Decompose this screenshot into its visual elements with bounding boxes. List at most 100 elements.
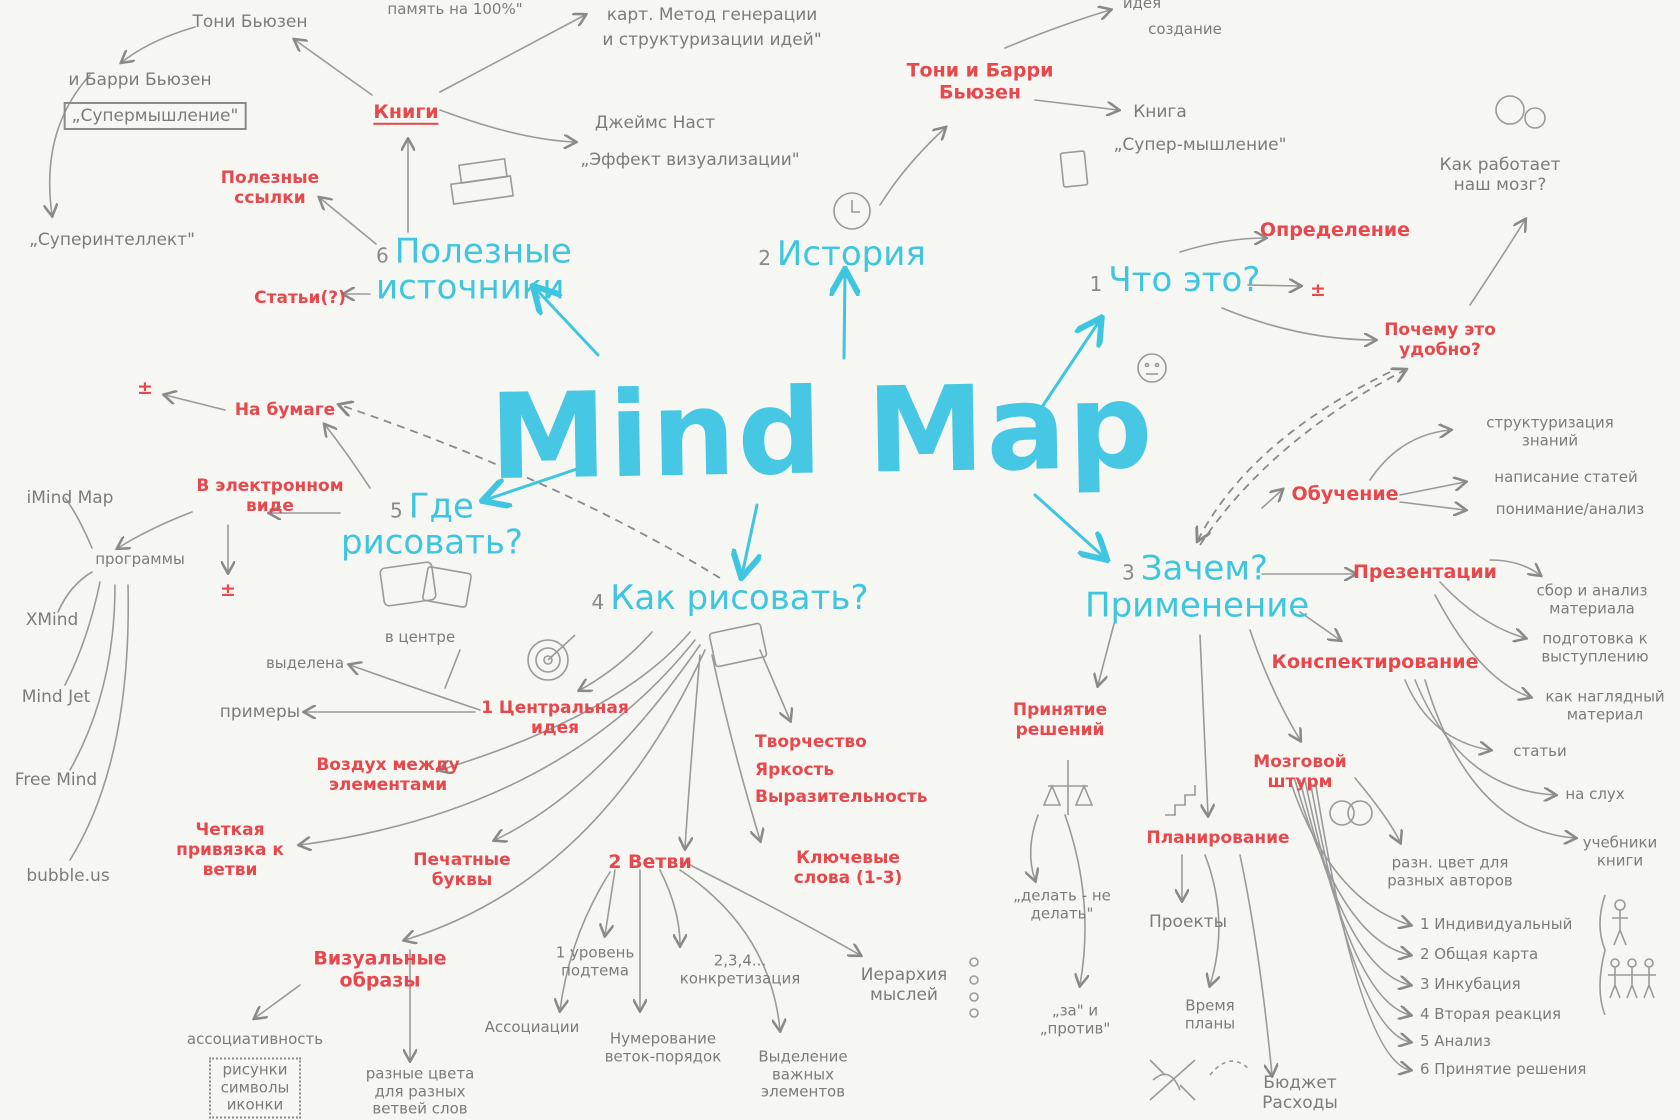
node-kart-method-2: и структуризации идей" (602, 29, 822, 50)
node-superintellect: „Суперинтеллект" (29, 229, 195, 250)
node-pictures-box: рисунки символы иконки (209, 1057, 301, 1119)
node-book: Книга (1133, 101, 1187, 122)
node-level234: 2,3,4... конкретизация (679, 951, 801, 987)
branch-how-header: 4 Как рисовать? (592, 578, 869, 618)
app-item: Mind Jet (21, 686, 91, 707)
branch-sources-header: 6 Полезные источники (376, 234, 596, 305)
pres-item: как наглядный материал (1545, 687, 1665, 723)
brainstorm-step: 1 Индивидуальный (1420, 915, 1573, 934)
node-barry-buzan: и Барри Бьюзен (68, 69, 212, 90)
brainstorm-step: 4 Вторая реакция (1420, 1005, 1562, 1024)
summ-item: статьи (1513, 742, 1567, 761)
node-authors: Тони и Барри Бьюзен (906, 59, 1054, 104)
app-item: bubble.us (26, 865, 110, 886)
learn-item: написание статей (1494, 468, 1638, 487)
node-electronic: В электронном виде (196, 475, 344, 516)
node-keywords: Ключевые слова (1-3) (793, 847, 903, 888)
brainstorm-step: 5 Анализ (1420, 1032, 1491, 1051)
node-hierarchy: Иерархия мыслей (860, 964, 948, 1005)
node-examples: примеры (219, 701, 301, 722)
node-visual-images: Визуальные образы (313, 947, 447, 992)
branch-number: 3 (1121, 560, 1135, 585)
node-memory: память на 100%" (387, 0, 523, 19)
node-highlighted: выделена (265, 654, 345, 673)
node-plusminus: ± (1310, 278, 1326, 301)
branch-how-title: Как рисовать? (610, 577, 869, 618)
node-why-convenient: Почему это удобно? (1384, 319, 1496, 360)
node-on-paper: На бумаге (234, 399, 336, 420)
branch-where-title: Где рисовать? (341, 486, 523, 562)
node-level1: 1 уровень подтема (555, 943, 635, 979)
branch-number: 1 (1089, 271, 1103, 296)
branch-history-header: 2 История (758, 234, 926, 274)
node-plusminus-paper: ± (137, 376, 153, 399)
summ-item: на слух (1565, 785, 1625, 804)
node-visualization-effect: „Эффект визуализации" (580, 149, 800, 170)
node-in-center: в центре (384, 628, 456, 647)
node-brightness: Яркость (755, 759, 835, 780)
pres-item: сбор и анализ материала (1536, 581, 1648, 617)
node-association: ассоциативность (186, 1030, 324, 1049)
node-do-not-do: „делать - не делать" (1013, 886, 1111, 922)
app-item: XMind (25, 609, 79, 630)
app-item: Free Mind (14, 769, 98, 790)
branch-number: 5 (390, 498, 403, 523)
node-associations: Ассоциации (484, 1018, 580, 1037)
node-articles: Статьи(?) (254, 287, 346, 308)
node-kart-method-1: карт. Метод генерации (606, 4, 818, 25)
node-learning: Обучение (1291, 482, 1399, 505)
node-books: Книги (373, 100, 439, 125)
node-time: Время планы (1184, 996, 1236, 1032)
brainstorm-step: 3 Инкубация (1420, 975, 1521, 994)
node-decisions: Принятие решений (1012, 699, 1108, 740)
node-how-brain-works: Как работает наш мозг? (1439, 154, 1561, 195)
branch-number: 2 (758, 245, 771, 270)
node-numbering: Нумерование веток-порядок (604, 1029, 722, 1065)
learn-item: структуризация знаний (1486, 413, 1614, 449)
node-pros-cons: „за" и „против" (1039, 1001, 1111, 1037)
branch-number: 4 (591, 589, 605, 614)
app-item: iMind Map (26, 487, 114, 508)
node-supermind-box: „Супермышление" (63, 101, 247, 130)
node-idea: идея (1122, 0, 1162, 13)
node-useful-links: Полезные ссылки (220, 167, 320, 208)
branch-where-header: 5 Где рисовать? (337, 489, 527, 560)
brainstorm-step: 2 Общая карта (1420, 945, 1539, 964)
node-planning: Планирование (1146, 827, 1290, 848)
branch-what-header: 1 Что это? (1090, 260, 1261, 300)
central-topic: Mind Map (488, 356, 1156, 507)
node-summarizing: Конспектирование (1271, 650, 1479, 673)
node-tony-buzan: Тони Бьюзен (192, 11, 308, 32)
node-projects: Проекты (1148, 911, 1228, 932)
node-creation: создание (1148, 20, 1222, 39)
node-book-supermind: „Супер-мышление" (1113, 134, 1287, 155)
node-expressiveness: Выразительность (755, 786, 928, 807)
branch-history-title: История (776, 233, 926, 274)
node-diff-colors: разные цвета для разных ветвей слов (365, 1064, 475, 1118)
summ-item: учебники книги (1582, 833, 1658, 869)
node-creativity: Творчество (755, 731, 867, 752)
pres-item: подготовка к выступлению (1541, 629, 1649, 665)
node-print-letters: Печатные буквы (413, 849, 511, 890)
node-highlight-important: Выделение важных элементов (758, 1047, 848, 1101)
node-authors-colors: разн. цвет для разных авторов (1387, 853, 1513, 889)
learn-item: понимание/анализ (1495, 500, 1645, 519)
node-plusminus-electronic: ± (220, 578, 236, 601)
branch-why-title: Зачем? Применение (1085, 548, 1310, 626)
node-james-nast: Джеймс Наст (594, 112, 716, 133)
node-presentations: Презентации (1353, 560, 1497, 583)
branch-number: 6 (376, 243, 389, 268)
node-programs: программы (95, 550, 185, 569)
node-central-idea: 1 Центральная идея (481, 697, 629, 738)
node-air: Воздух между элементами (316, 754, 460, 795)
brainstorm-step: 6 Принятие решения (1420, 1060, 1587, 1079)
node-branches: 2 Ветви (608, 850, 692, 873)
node-definition: Определение (1259, 218, 1411, 241)
branch-why-header: 3 Зачем? Применение (1085, 550, 1309, 626)
branch-sources-title: Полезные источники (376, 231, 572, 307)
node-brainstorm: Мозговой штурм (1253, 751, 1347, 792)
branch-what-title: Что это? (1108, 259, 1261, 300)
node-clear-binding: Четкая привязка к ветви (176, 819, 284, 881)
node-budget: Бюджет Расходы (1262, 1072, 1338, 1113)
